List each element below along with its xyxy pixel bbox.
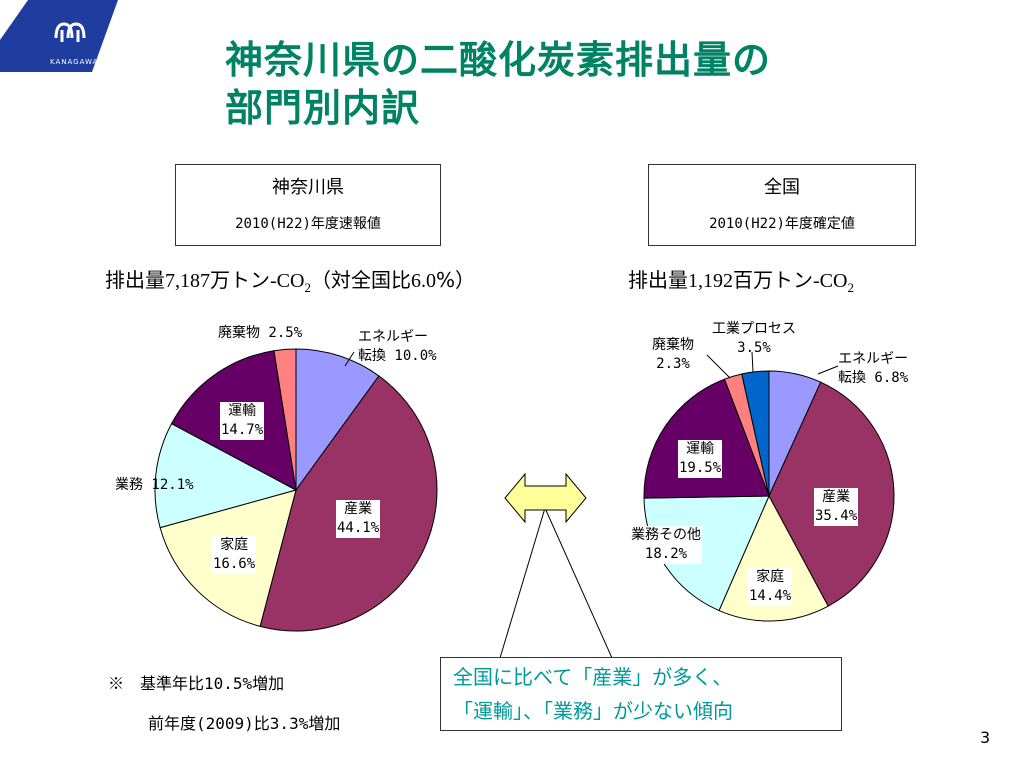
kanagawa-pie-chart [154, 348, 438, 632]
kanagawa-header-box: 神奈川県 2010(H22)年度速報値 [175, 164, 441, 246]
leader-line-national-energy [817, 365, 839, 375]
national-co2-sub: 2 [847, 280, 854, 295]
kanagawa-co2: -CO [270, 270, 305, 292]
page-number: 3 [980, 728, 991, 747]
kanagawa-emission-suffix: （対全国比 [310, 268, 411, 292]
national-co2: -CO [813, 270, 848, 292]
national-label-waste: 廃棄物 2.3% [652, 337, 694, 372]
kanagawa-co2-sub: 2 [304, 280, 311, 295]
kanagawa-emission-line: 排出量7,187万トン-CO2（対全国比6.0%） [105, 264, 475, 296]
comparison-callout: 全国に比べて「産業」が多く、 「運輸」、「業務」が少ない傾向 [440, 657, 842, 731]
national-emission-value: 1,192 [688, 270, 733, 292]
page-title: 神奈川県の二酸化炭素排出量の 部門別内訳 [225, 38, 772, 130]
national-box-subtitle: 2010(H22)年度確定値 [709, 216, 855, 232]
national-pie-slice-6 [741, 370, 770, 497]
leader-line-national-waste [706, 354, 731, 379]
kanagawa-label-waste: 廃棄物 2.5% [218, 325, 303, 341]
double-arrow-shape [504, 472, 587, 524]
leader-line-national-process [751, 351, 754, 373]
national-label-industry: 産業 35.4% [814, 488, 859, 526]
kanagawa-ratio-value: 6.0 [410, 270, 436, 292]
national-label-transport: 運輸 19.5% [678, 440, 723, 478]
logo-text: KANAGAWA [50, 58, 98, 66]
callout-pointer-right [544, 507, 613, 659]
national-label-household: 家庭 14.4% [748, 568, 793, 606]
national-label-energy: エネルギー 転換 6.8% [838, 351, 909, 386]
national-label-process: 工業プロセス 3.5% [712, 321, 796, 356]
national-emission-unit: 百万トン [733, 268, 813, 292]
national-pie-slice-3 [643, 495, 770, 612]
kanagawa-label-business: 業務 12.1% [115, 477, 194, 493]
note-previous-year: 前年度(2009)比3.3%増加 [148, 714, 341, 733]
kanagawa-emission-unit: 万トン [210, 268, 270, 292]
callout-pointer-left [499, 507, 546, 659]
national-emission-line: 排出量1,192百万トン-CO2 [628, 264, 854, 296]
kanagawa-label-household: 家庭 16.6% [212, 536, 257, 574]
kanagawa-ratio-end: %） [435, 268, 475, 292]
kanagawa-emission-value: 7,187 [165, 270, 210, 292]
national-pie-slice-4 [643, 378, 770, 499]
kanagawa-label-industry: 産業 44.1% [336, 500, 381, 538]
kanagawa-pie-slice-5 [273, 348, 297, 491]
kanagawa-pie-slice-3 [154, 422, 298, 529]
kanagawa-emission-prefix: 排出量 [105, 268, 165, 292]
kanagawa-label-energy: エネルギー 転換 10.0% [358, 329, 437, 364]
kanagawa-box-subtitle: 2010(H22)年度速報値 [235, 216, 381, 232]
kanagawa-pie-slice-0 [295, 348, 380, 492]
kanagawa-logo: KANAGAWA [0, 0, 118, 72]
national-pie-chart [643, 370, 895, 622]
national-emission-prefix: 排出量 [628, 268, 688, 292]
note-base-year: ※ 基準年比10.5%増加 [108, 674, 285, 693]
national-header-box: 全国 2010(H22)年度確定値 [648, 164, 916, 246]
national-pie-slice-2 [718, 494, 829, 622]
kanagawa-box-title: 神奈川県 [272, 177, 344, 198]
national-label-business: 業務その他 18.2% [630, 526, 702, 564]
kanagawa-label-transport: 運輸 14.7% [220, 402, 265, 440]
national-box-title: 全国 [764, 177, 800, 198]
leader-line-kanagawa-energy [344, 351, 355, 367]
